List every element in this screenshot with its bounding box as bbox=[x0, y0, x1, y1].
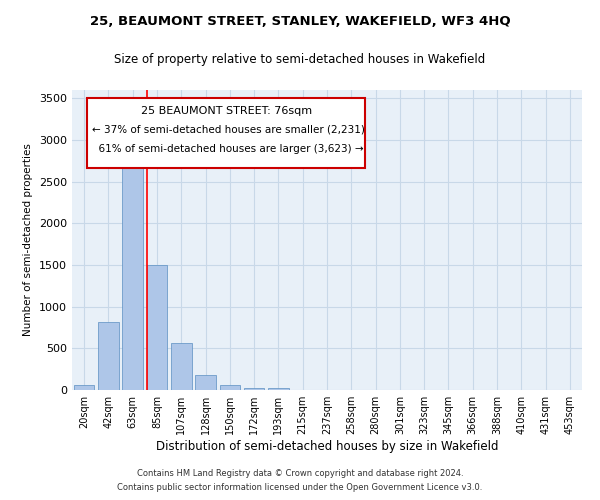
Text: 25, BEAUMONT STREET, STANLEY, WAKEFIELD, WF3 4HQ: 25, BEAUMONT STREET, STANLEY, WAKEFIELD,… bbox=[89, 15, 511, 28]
Bar bbox=[220, 384, 240, 390]
Bar bbox=[244, 388, 265, 390]
Text: ← 37% of semi-detached houses are smaller (2,231): ← 37% of semi-detached houses are smalle… bbox=[92, 124, 365, 134]
Bar bbox=[171, 344, 191, 390]
Bar bbox=[74, 386, 94, 390]
Bar bbox=[268, 388, 289, 390]
Text: 25 BEAUMONT STREET: 76sqm: 25 BEAUMONT STREET: 76sqm bbox=[141, 106, 312, 117]
Text: Contains HM Land Registry data © Crown copyright and database right 2024.: Contains HM Land Registry data © Crown c… bbox=[137, 468, 463, 477]
Bar bbox=[98, 322, 119, 390]
FancyBboxPatch shape bbox=[88, 98, 365, 168]
Text: Size of property relative to semi-detached houses in Wakefield: Size of property relative to semi-detach… bbox=[115, 52, 485, 66]
Text: Contains public sector information licensed under the Open Government Licence v3: Contains public sector information licen… bbox=[118, 484, 482, 492]
Bar bbox=[122, 156, 143, 390]
Text: 61% of semi-detached houses are larger (3,623) →: 61% of semi-detached houses are larger (… bbox=[92, 144, 364, 154]
Bar bbox=[146, 265, 167, 390]
X-axis label: Distribution of semi-detached houses by size in Wakefield: Distribution of semi-detached houses by … bbox=[156, 440, 498, 453]
Bar bbox=[195, 376, 216, 390]
Y-axis label: Number of semi-detached properties: Number of semi-detached properties bbox=[23, 144, 34, 336]
